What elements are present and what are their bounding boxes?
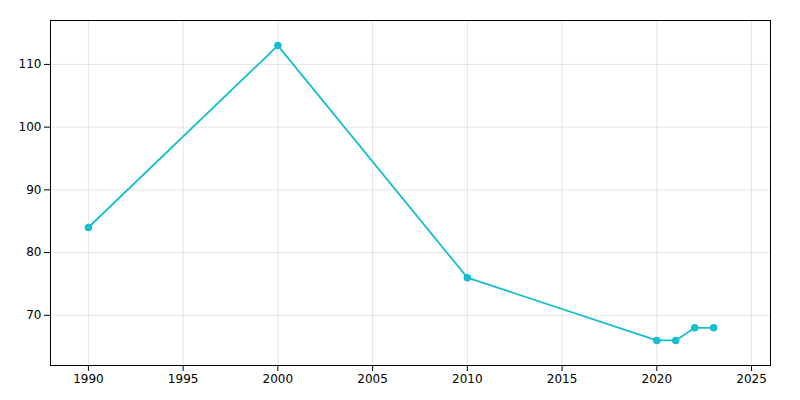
svg-text:1990: 1990 bbox=[73, 372, 104, 386]
svg-text:70: 70 bbox=[26, 308, 41, 322]
svg-text:2010: 2010 bbox=[452, 372, 483, 386]
svg-text:110: 110 bbox=[19, 57, 42, 71]
svg-text:1995: 1995 bbox=[168, 372, 199, 386]
svg-text:2020: 2020 bbox=[642, 372, 673, 386]
svg-text:2015: 2015 bbox=[547, 372, 578, 386]
svg-text:80: 80 bbox=[26, 245, 41, 259]
svg-text:2025: 2025 bbox=[736, 372, 767, 386]
svg-text:2005: 2005 bbox=[357, 372, 388, 386]
svg-text:2000: 2000 bbox=[263, 372, 294, 386]
svg-text:90: 90 bbox=[26, 183, 41, 197]
svg-text:100: 100 bbox=[19, 120, 42, 134]
